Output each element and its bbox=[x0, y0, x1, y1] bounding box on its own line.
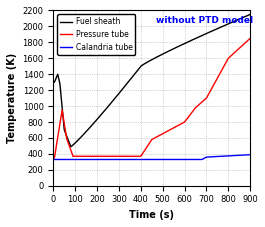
Legend: Fuel sheath, Pressure tube, Calandria tube: Fuel sheath, Pressure tube, Calandria tu… bbox=[57, 14, 135, 55]
Y-axis label: Temperature (K): Temperature (K) bbox=[7, 53, 17, 143]
Text: without PTD model: without PTD model bbox=[156, 16, 253, 25]
X-axis label: Time (s): Time (s) bbox=[129, 210, 174, 220]
